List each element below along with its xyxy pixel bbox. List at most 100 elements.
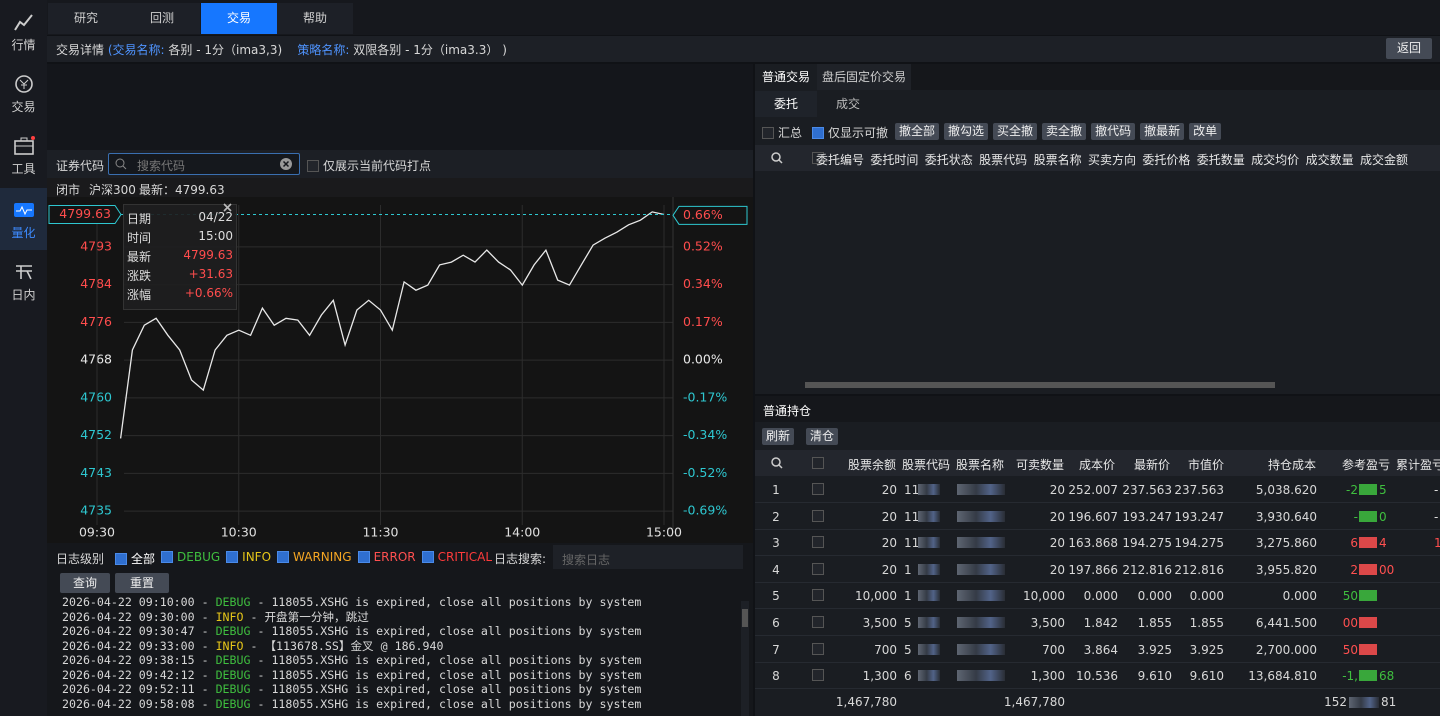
cell-pnl: -1, bbox=[1342, 669, 1358, 684]
nav-item[interactable]: 工具 bbox=[0, 124, 47, 186]
reset-button[interactable]: 重置 bbox=[115, 573, 169, 593]
level-filter[interactable]: DEBUG bbox=[161, 550, 220, 567]
level-filter[interactable]: WARNING bbox=[277, 550, 352, 567]
tooltip-value: +31.63 bbox=[188, 267, 233, 281]
current-label: 4799.63 bbox=[59, 206, 111, 221]
tab[interactable]: 交易 bbox=[201, 3, 277, 34]
sub-tab[interactable]: 委托 bbox=[755, 91, 817, 117]
nav-item[interactable]: 量化 bbox=[0, 188, 47, 250]
cell-mv: 212.816 bbox=[1174, 562, 1224, 577]
order-button[interactable]: 撤全部 bbox=[895, 123, 940, 140]
checkbox[interactable] bbox=[812, 127, 824, 139]
search-icon[interactable] bbox=[771, 152, 783, 164]
log-message: 118055.XSHG is expired, close all positi… bbox=[271, 624, 642, 638]
tooltip-close[interactable] bbox=[222, 202, 233, 213]
search-placeholder: 搜索代码 bbox=[137, 159, 186, 173]
checkbox[interactable] bbox=[421, 551, 434, 563]
search-icon[interactable] bbox=[771, 457, 783, 469]
row-number: 3 bbox=[772, 536, 780, 551]
checkbox[interactable] bbox=[161, 551, 174, 563]
masked bbox=[918, 484, 940, 495]
query-button[interactable]: 查询 bbox=[60, 573, 110, 593]
clear-button[interactable]: 清仓 bbox=[806, 428, 839, 445]
checkbox[interactable] bbox=[812, 642, 824, 655]
cell-last: 212.816 bbox=[1122, 562, 1172, 577]
level-name: DEBUG bbox=[177, 550, 221, 564]
order-button[interactable]: 撤勾选 bbox=[944, 123, 989, 140]
position-row: 1 20 20 252.007 237.563 237.563 5,038.620 11 -2 5… bbox=[755, 476, 1440, 503]
checkbox[interactable] bbox=[812, 616, 824, 628]
level-filter[interactable]: CRITICAL bbox=[421, 550, 492, 567]
checkbox[interactable] bbox=[115, 553, 127, 565]
cell-avail: 20 bbox=[1049, 509, 1065, 524]
checkbox[interactable] bbox=[812, 536, 824, 549]
checkbox[interactable] bbox=[226, 551, 239, 563]
level-filter[interactable]: 全部 bbox=[115, 550, 155, 567]
tab[interactable]: 帮助 bbox=[277, 3, 353, 34]
cell-pnl: 50 bbox=[1342, 642, 1358, 657]
order-button[interactable]: 买全撤 bbox=[993, 123, 1038, 140]
scroll-thumb[interactable] bbox=[742, 609, 748, 627]
checkbox[interactable] bbox=[357, 551, 370, 563]
log-search-input[interactable]: 搜索日志 bbox=[553, 545, 743, 569]
check-cancelable[interactable]: 仅显示可撤 bbox=[812, 124, 888, 141]
checkbox[interactable] bbox=[812, 669, 824, 682]
sub-tab[interactable]: 成交 bbox=[835, 97, 860, 111]
tab[interactable]: 回测 bbox=[124, 3, 200, 34]
order-button[interactable]: 改单 bbox=[1189, 123, 1222, 140]
level-filter[interactable]: ERROR bbox=[357, 550, 416, 567]
tooltip-key: 最新 bbox=[127, 250, 152, 264]
checkbox[interactable] bbox=[812, 589, 824, 602]
clear-icon[interactable] bbox=[279, 157, 293, 171]
tooltip-value: 4799.63 bbox=[183, 248, 233, 262]
masked bbox=[918, 670, 940, 682]
tab[interactable]: 研究 bbox=[48, 3, 124, 34]
checkbox[interactable] bbox=[277, 551, 290, 563]
check-summary[interactable]: 汇总 bbox=[762, 124, 802, 141]
checkbox[interactable] bbox=[762, 127, 774, 139]
back-button[interactable]: 返回 bbox=[1386, 38, 1432, 59]
trade-tab[interactable]: 普通交易 bbox=[755, 64, 817, 90]
current-box bbox=[48, 205, 122, 225]
cell-last: 194.275 bbox=[1122, 536, 1172, 551]
sidebar: 行情 交易 工具 量化 日内 bbox=[0, 0, 47, 716]
checkbox[interactable] bbox=[812, 152, 824, 164]
cell-pnl: 50 bbox=[1342, 589, 1358, 604]
y-tick-label: 4793 bbox=[80, 238, 112, 253]
cell-code: 5 bbox=[904, 616, 912, 630]
masked bbox=[1359, 510, 1377, 522]
only-current[interactable]: 仅展示当前代码打点 bbox=[307, 157, 431, 174]
log-sep: - bbox=[250, 624, 272, 638]
checkbox[interactable] bbox=[812, 562, 824, 575]
nav-item[interactable]: 行情 bbox=[0, 0, 47, 62]
checkbox[interactable] bbox=[812, 457, 824, 469]
log-lines: 2026-04-22 09:10:00 - DEBUG - 118055.XSH… bbox=[62, 595, 742, 716]
nav-item[interactable]: 日内 bbox=[0, 250, 47, 312]
positions-title-bar: 普通持仓 bbox=[755, 396, 1440, 422]
nav-item[interactable]: 交易 bbox=[0, 62, 47, 124]
cell-last: 193.247 bbox=[1122, 509, 1172, 524]
checkbox[interactable] bbox=[307, 160, 319, 172]
order-button[interactable]: 撤最新 bbox=[1140, 123, 1185, 140]
checkbox[interactable] bbox=[812, 509, 824, 522]
level-filter[interactable]: INFO bbox=[226, 550, 271, 567]
nav-label: 量化 bbox=[11, 226, 36, 240]
latest-price: 最新：4799.63 bbox=[139, 183, 225, 197]
log-line: 2026-04-22 09:30:00 - INFO - 开盘第一分钟，跳过 bbox=[62, 610, 742, 625]
refresh-button[interactable]: 刷新 bbox=[762, 428, 795, 445]
cell-cost: 0.000 bbox=[1083, 589, 1118, 604]
search-input[interactable]: 搜索代码 bbox=[108, 153, 300, 175]
log-sep: - bbox=[194, 696, 216, 711]
current-pct-label: 0.66% bbox=[683, 207, 723, 222]
order-button[interactable]: 卖全撤 bbox=[1042, 123, 1087, 140]
scrollbar[interactable] bbox=[741, 601, 749, 716]
column-header: 股票名称 bbox=[955, 458, 1004, 472]
cell-mv: 237.563 bbox=[1174, 483, 1224, 497]
log-line: 2026-04-22 09:33:00 - INFO - 【113678.SS】… bbox=[62, 639, 742, 654]
column-header: 股票代码 bbox=[901, 458, 950, 472]
order-button[interactable]: 撤代码 bbox=[1091, 123, 1136, 140]
trade-tab[interactable]: 盘后固定价交易 bbox=[817, 64, 911, 90]
log-message: 118055.XSHG is expired, close all positi… bbox=[271, 653, 642, 667]
h-scrollbar[interactable] bbox=[805, 382, 1275, 388]
checkbox[interactable] bbox=[812, 483, 824, 495]
